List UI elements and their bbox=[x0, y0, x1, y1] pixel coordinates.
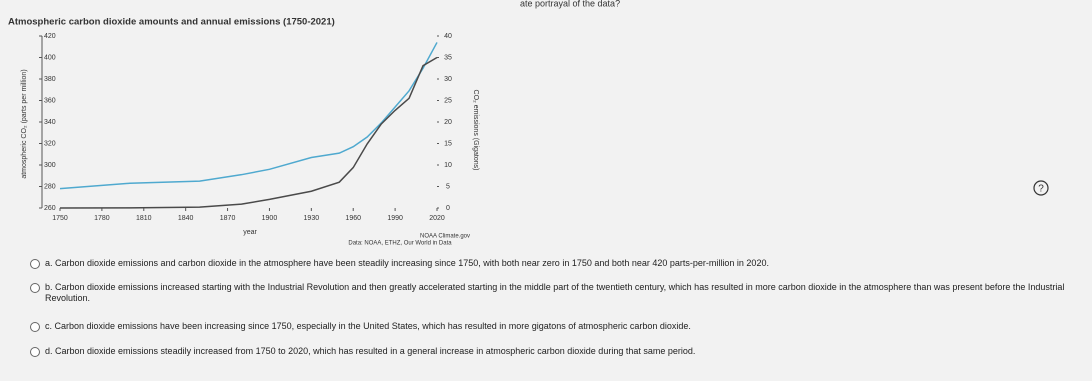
y-tick-label: 260 bbox=[44, 205, 56, 212]
y2-axis-label: CO₂ emissions (Gigatons) bbox=[472, 90, 479, 171]
help-icon-glyph[interactable]: ? bbox=[1038, 184, 1044, 195]
x-tick-label: 1990 bbox=[387, 215, 403, 222]
x-tick-label: 2020 bbox=[429, 215, 445, 222]
y2-tick-label: 0 bbox=[446, 205, 450, 212]
source: Data: NOAA, ETHZ, Our World in Data bbox=[348, 241, 452, 247]
radio-button[interactable] bbox=[30, 259, 40, 269]
x-tick-label: 1930 bbox=[304, 215, 320, 222]
x-tick-label: 1840 bbox=[178, 215, 194, 222]
help-icon[interactable] bbox=[1033, 180, 1049, 196]
y2-tick-label: 25 bbox=[444, 97, 452, 104]
x-tick-label: 1810 bbox=[136, 215, 152, 222]
y2-tick-label: 20 bbox=[444, 119, 452, 126]
y2-tick-label: 15 bbox=[444, 140, 452, 147]
y-tick-label: 380 bbox=[44, 76, 56, 83]
radio-button[interactable] bbox=[30, 322, 40, 332]
y2-tick-label: 40 bbox=[444, 33, 452, 40]
x-tick-label: 1960 bbox=[345, 215, 361, 222]
option[interactable]: c. Carbon dioxide emissions have been in… bbox=[30, 321, 1070, 332]
y-tick-label: 340 bbox=[44, 119, 56, 126]
y-tick-label: 300 bbox=[44, 162, 56, 169]
y2-tick-label: 5 bbox=[446, 183, 450, 190]
y-tick-label: 280 bbox=[44, 183, 56, 190]
x-tick-label: 1750 bbox=[52, 215, 68, 222]
y-tick-label: 400 bbox=[44, 54, 56, 61]
line-series bbox=[59, 56, 438, 209]
y-tick-label: 320 bbox=[44, 140, 56, 147]
x-tick-label: 1870 bbox=[220, 215, 236, 222]
y2-tick-label: 35 bbox=[444, 54, 452, 61]
y2-tick-label: 30 bbox=[444, 76, 452, 83]
x-tick-label: 1780 bbox=[94, 215, 110, 222]
line-series bbox=[59, 42, 438, 190]
y2-tick-label: 10 bbox=[444, 162, 452, 169]
question-fragment: ate portrayal of the data? bbox=[520, 0, 620, 8]
y-tick-label: 420 bbox=[44, 33, 56, 40]
chart-title: Atmospheric carbon dioxide amounts and a… bbox=[8, 17, 335, 28]
radio-button[interactable] bbox=[30, 347, 40, 357]
option[interactable]: d. Carbon dioxide emissions steadily inc… bbox=[30, 346, 1070, 357]
radio-button[interactable] bbox=[30, 283, 40, 293]
option-text: c. Carbon dioxide emissions have been in… bbox=[45, 321, 691, 331]
x-axis-label: year bbox=[243, 229, 257, 236]
option-text: a. Carbon dioxide emissions and carbon d… bbox=[45, 258, 769, 268]
option[interactable]: b. Carbon dioxide emissions increased st… bbox=[30, 282, 1070, 304]
source: NOAA Climate.gov bbox=[420, 234, 470, 240]
option-text: b. Carbon dioxide emissions increased st… bbox=[45, 282, 1065, 303]
option[interactable]: a. Carbon dioxide emissions and carbon d… bbox=[30, 258, 1070, 269]
x-tick-label: 1900 bbox=[262, 215, 278, 222]
option-text: d. Carbon dioxide emissions steadily inc… bbox=[45, 346, 696, 356]
y-tick-label: 360 bbox=[44, 97, 56, 104]
y-axis-label: atmospheric CO₂ (parts per million) bbox=[21, 69, 28, 178]
